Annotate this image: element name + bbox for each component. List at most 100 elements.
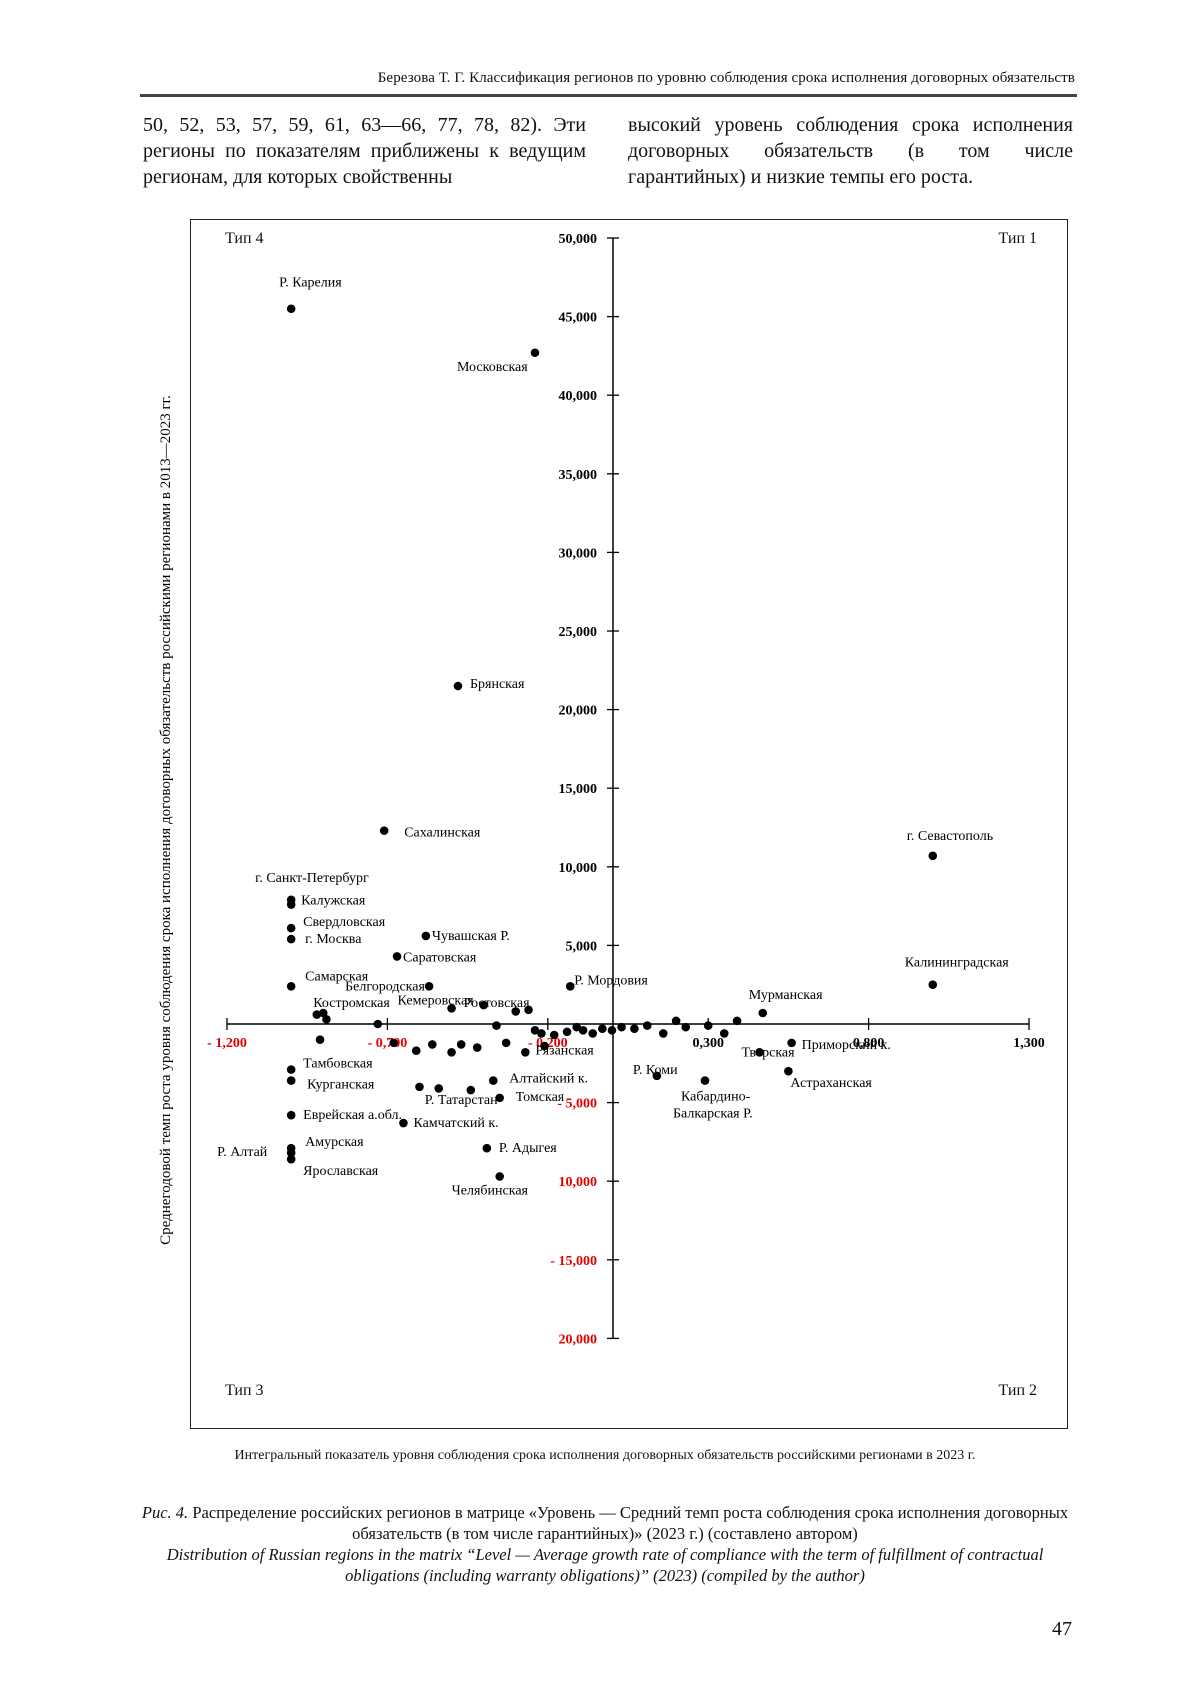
data-point <box>287 1076 296 1085</box>
point-label: Калужская <box>301 894 366 909</box>
data-point <box>447 1048 456 1057</box>
data-point <box>787 1039 796 1048</box>
data-point <box>617 1023 626 1032</box>
point-label: Курганская <box>307 1078 375 1093</box>
y-tick-label: 25,000 <box>559 625 598 640</box>
data-point <box>373 1020 382 1029</box>
y-tick-label: 35,000 <box>559 468 598 483</box>
y-tick-label: 40,000 <box>559 389 598 404</box>
point-label: г. Санкт-Петербург <box>255 871 369 886</box>
data-point <box>588 1029 597 1038</box>
point-label: Приморский к. <box>802 1038 891 1053</box>
page-number: 47 <box>1052 1618 1072 1641</box>
data-point <box>322 1015 331 1024</box>
data-point <box>489 1076 498 1085</box>
data-point <box>531 348 540 357</box>
point-label: Ростовская <box>464 996 530 1011</box>
x-tick-label: 1,300 <box>1013 1036 1045 1051</box>
data-point <box>502 1039 511 1048</box>
point-label: Камчатский к. <box>413 1116 498 1131</box>
data-point <box>630 1024 639 1033</box>
point-label: г. Москва <box>305 932 362 947</box>
data-point <box>380 826 389 835</box>
y-tick-label: 20,000 <box>559 704 598 719</box>
point-label: Сахалинская <box>404 826 481 841</box>
y-tick-label: 30,000 <box>559 546 598 561</box>
point-label: Чувашская Р. <box>432 929 510 944</box>
data-point <box>928 851 937 860</box>
data-point <box>287 1111 296 1120</box>
data-point <box>313 1010 322 1019</box>
point-label: г. Севастополь <box>907 829 993 844</box>
data-point <box>521 1048 530 1057</box>
data-point <box>287 1155 296 1164</box>
point-label: Астраханская <box>790 1076 872 1091</box>
data-point <box>784 1067 793 1076</box>
data-point <box>393 952 402 961</box>
caption-ru-text: Распределение российских регионов в матр… <box>192 1503 1068 1543</box>
data-point <box>672 1017 681 1026</box>
data-point <box>563 1028 572 1037</box>
point-label: Калининградская <box>905 956 1010 971</box>
data-point <box>681 1023 690 1032</box>
data-point <box>524 1006 533 1015</box>
data-point <box>540 1042 549 1051</box>
y-tick-label: 20,000 <box>559 1332 598 1347</box>
data-point <box>287 982 296 991</box>
y-tick-label: 5,000 <box>566 939 598 954</box>
data-point <box>287 924 296 933</box>
data-point <box>415 1083 424 1092</box>
x-tick-label: - 1,200 <box>207 1036 247 1051</box>
y-tick-label: 45,000 <box>559 311 598 326</box>
y-tick-label: 15,000 <box>559 782 598 797</box>
point-label: Челябинская <box>452 1183 529 1198</box>
point-label: Саратовская <box>403 950 477 965</box>
point-label: Московская <box>457 360 528 375</box>
y-tick-label: 50,000 <box>559 232 598 247</box>
data-point <box>701 1076 710 1085</box>
point-label: Р. Коми <box>633 1063 678 1078</box>
point-label: Балкарская Р. <box>673 1107 753 1122</box>
point-label: Костромская <box>313 996 390 1011</box>
data-point <box>457 1040 466 1049</box>
data-point <box>928 980 937 989</box>
point-label: Р. Татарстан <box>425 1093 498 1108</box>
data-point <box>434 1084 443 1093</box>
data-point <box>287 1065 296 1074</box>
point-label: Р. Адыгея <box>499 1141 557 1156</box>
point-label: Кабардино- <box>681 1090 751 1105</box>
point-label: Р. Карелия <box>279 276 342 291</box>
point-label: Р. Алтай <box>217 1145 268 1160</box>
point-label: Брянская <box>470 677 525 692</box>
point-label: Свердловская <box>303 915 386 930</box>
data-point <box>643 1021 652 1030</box>
point-label: Алтайский к. <box>509 1072 588 1087</box>
data-point <box>733 1017 742 1026</box>
data-point <box>720 1029 729 1038</box>
point-label: Белгородская <box>345 979 425 994</box>
data-point <box>495 1172 504 1181</box>
data-point <box>425 982 434 991</box>
data-point <box>473 1043 482 1052</box>
point-label: Еврейская а.обл. <box>303 1108 402 1123</box>
data-point <box>454 682 463 691</box>
data-point <box>287 935 296 944</box>
x-axis-title: Интегральный показатель уровня соблюдени… <box>140 1448 1070 1464</box>
caption-ru: Рис. 4. Распределение российских регионо… <box>140 1502 1070 1544</box>
data-point <box>511 1007 520 1016</box>
x-tick-label: 0,300 <box>692 1036 724 1051</box>
point-label: Мурманская <box>749 988 823 1003</box>
point-label: Р. Мордовия <box>574 973 648 988</box>
point-label: Тамбовская <box>303 1057 373 1072</box>
data-point <box>579 1026 588 1035</box>
point-label: Амурская <box>305 1135 364 1150</box>
data-point <box>704 1021 713 1030</box>
point-label: Тверская <box>742 1045 796 1060</box>
y-tick-label: 10,000 <box>559 861 598 876</box>
data-point <box>608 1026 617 1035</box>
y-axis-title: Среднегодовой темп роста уровня соблюден… <box>158 395 174 1245</box>
data-point <box>758 1009 767 1018</box>
data-point <box>428 1040 437 1049</box>
y-tick-label: - 15,000 <box>550 1254 597 1269</box>
